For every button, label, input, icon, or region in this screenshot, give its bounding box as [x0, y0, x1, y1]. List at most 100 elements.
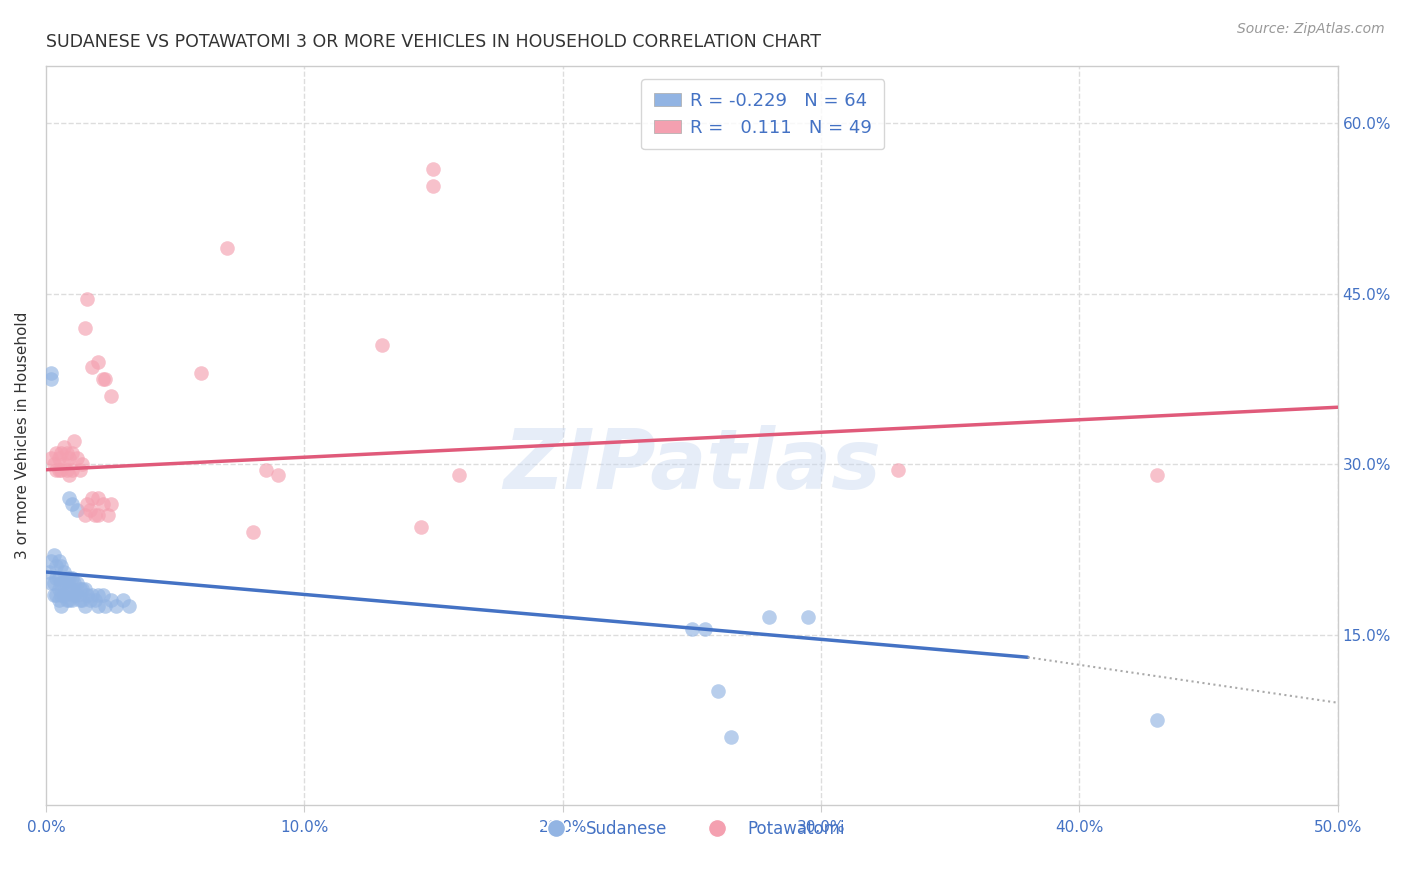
Point: [797, 610, 820, 624]
Point: [91, 497, 114, 511]
Point: [70, 593, 93, 607]
Point: [758, 610, 780, 624]
Point: [73, 508, 96, 523]
Point: [58, 491, 80, 505]
Point: [42, 588, 65, 602]
Point: [60, 571, 83, 585]
Point: [76, 588, 98, 602]
Point: [60, 582, 83, 596]
Text: SUDANESE VS POTAWATOMI 3 OR MORE VEHICLES IN HOUSEHOLD CORRELATION CHART: SUDANESE VS POTAWATOMI 3 OR MORE VEHICLE…: [46, 33, 821, 51]
Point: [48, 451, 70, 466]
Point: [51, 599, 73, 614]
Point: [100, 497, 122, 511]
Point: [51, 559, 73, 574]
Point: [60, 446, 83, 460]
Point: [422, 161, 444, 176]
Point: [39, 554, 62, 568]
Point: [39, 372, 62, 386]
Point: [58, 451, 80, 466]
Point: [422, 178, 444, 193]
Point: [97, 508, 120, 523]
Point: [86, 355, 108, 369]
Point: [53, 457, 76, 471]
Point: [66, 502, 89, 516]
Point: [60, 593, 83, 607]
Point: [82, 491, 104, 505]
Point: [242, 525, 264, 540]
Point: [104, 599, 127, 614]
Point: [70, 582, 93, 596]
Point: [58, 582, 80, 596]
Point: [48, 582, 70, 596]
Point: [693, 622, 716, 636]
Point: [371, 337, 394, 351]
Point: [69, 582, 91, 596]
Point: [48, 554, 70, 568]
Point: [73, 582, 96, 596]
Point: [86, 508, 108, 523]
Point: [100, 593, 122, 607]
Point: [267, 468, 290, 483]
Point: [48, 571, 70, 585]
Point: [70, 457, 93, 471]
Point: [100, 389, 122, 403]
Point: [706, 684, 728, 698]
Point: [55, 463, 77, 477]
Point: [53, 440, 76, 454]
Point: [76, 293, 98, 307]
Point: [1146, 468, 1168, 483]
Point: [86, 599, 108, 614]
Point: [58, 571, 80, 585]
Point: [73, 599, 96, 614]
Point: [42, 548, 65, 562]
Point: [55, 571, 77, 585]
Point: [91, 372, 114, 386]
Point: [79, 593, 101, 607]
Point: [1146, 713, 1168, 727]
Point: [42, 457, 65, 471]
Y-axis label: 3 or more Vehicles in Household: 3 or more Vehicles in Household: [15, 312, 30, 559]
Point: [720, 730, 742, 744]
Point: [51, 588, 73, 602]
Point: [39, 576, 62, 591]
Point: [51, 576, 73, 591]
Point: [66, 588, 89, 602]
Point: [94, 599, 117, 614]
Point: [190, 366, 212, 380]
Point: [51, 446, 73, 460]
Point: [42, 576, 65, 591]
Point: [86, 588, 108, 602]
Point: [409, 519, 432, 533]
Point: [45, 571, 67, 585]
Point: [82, 588, 104, 602]
Point: [53, 576, 76, 591]
Point: [48, 593, 70, 607]
Point: [60, 497, 83, 511]
Point: [63, 434, 86, 449]
Point: [82, 360, 104, 375]
Point: [84, 593, 107, 607]
Point: [215, 241, 238, 255]
Point: [69, 463, 91, 477]
Point: [39, 451, 62, 466]
Point: [66, 451, 89, 466]
Point: [86, 491, 108, 505]
Legend: Sudanese, Potawatomi: Sudanese, Potawatomi: [533, 814, 851, 845]
Point: [53, 565, 76, 579]
Point: [66, 576, 89, 591]
Point: [254, 463, 277, 477]
Point: [73, 320, 96, 334]
Point: [58, 468, 80, 483]
Point: [45, 446, 67, 460]
Point: [76, 497, 98, 511]
Text: Source: ZipAtlas.com: Source: ZipAtlas.com: [1237, 22, 1385, 37]
Point: [94, 372, 117, 386]
Point: [63, 576, 86, 591]
Point: [51, 463, 73, 477]
Point: [53, 588, 76, 602]
Point: [55, 593, 77, 607]
Point: [48, 463, 70, 477]
Point: [60, 463, 83, 477]
Point: [45, 559, 67, 574]
Point: [112, 593, 135, 607]
